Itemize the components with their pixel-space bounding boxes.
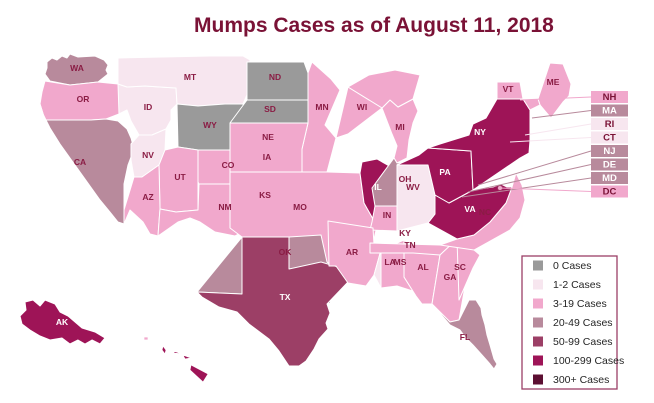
svg-text:KY: KY [399,228,411,238]
svg-text:MA: MA [602,106,617,117]
svg-text:0 Cases: 0 Cases [553,260,592,272]
svg-text:MS: MS [394,257,407,267]
svg-text:TX: TX [280,292,291,302]
svg-text:GA: GA [444,272,457,282]
svg-text:20-49 Cases: 20-49 Cases [553,317,613,329]
svg-text:UT: UT [174,172,186,182]
svg-text:NJ: NJ [603,146,615,157]
svg-text:NE: NE [262,132,274,142]
svg-text:WV: WV [406,182,420,192]
svg-text:MT: MT [184,72,197,82]
svg-text:50-99 Cases: 50-99 Cases [553,336,613,348]
svg-text:MI: MI [395,122,404,132]
svg-text:MN: MN [315,102,328,112]
svg-text:WY: WY [203,120,217,130]
svg-text:MO: MO [293,202,307,212]
svg-text:OK: OK [279,247,293,257]
svg-text:IL: IL [374,182,382,192]
svg-text:CO: CO [222,160,235,170]
svg-text:WI: WI [357,102,367,112]
svg-text:NY: NY [474,127,486,137]
svg-text:CT: CT [603,133,616,144]
svg-text:1-2 Cases: 1-2 Cases [553,279,601,291]
svg-text:CA: CA [74,157,86,167]
svg-text:ND: ND [269,72,281,82]
svg-text:PA: PA [439,167,450,177]
svg-text:IA: IA [263,152,272,162]
svg-text:VA: VA [464,204,475,214]
svg-text:OR: OR [77,94,90,104]
svg-text:MD: MD [602,173,617,184]
svg-text:NV: NV [142,150,154,160]
svg-text:300+ Cases: 300+ Cases [553,374,609,386]
svg-text:IN: IN [383,210,392,220]
svg-text:DE: DE [603,160,616,171]
svg-text:AZ: AZ [142,192,153,202]
svg-text:SC: SC [454,262,466,272]
svg-text:AK: AK [56,317,69,327]
svg-text:ME: ME [547,77,560,87]
svg-text:DC: DC [603,187,617,198]
svg-text:100-299 Cases: 100-299 Cases [553,355,624,367]
svg-text:HI: HI [171,357,180,367]
svg-text:NH: NH [603,92,617,103]
svg-text:AR: AR [346,247,358,257]
svg-text:VT: VT [503,84,515,94]
svg-text:AL: AL [417,262,428,272]
svg-text:NM: NM [218,202,231,212]
svg-text:FL: FL [460,332,470,342]
svg-text:WA: WA [70,63,84,73]
svg-text:ID: ID [144,102,153,112]
svg-text:SD: SD [264,104,276,114]
svg-text:RI: RI [605,119,615,130]
svg-text:NC: NC [479,207,491,217]
svg-text:3-19 Cases: 3-19 Cases [553,298,607,310]
svg-text:TN: TN [404,240,415,250]
svg-text:KS: KS [259,190,271,200]
